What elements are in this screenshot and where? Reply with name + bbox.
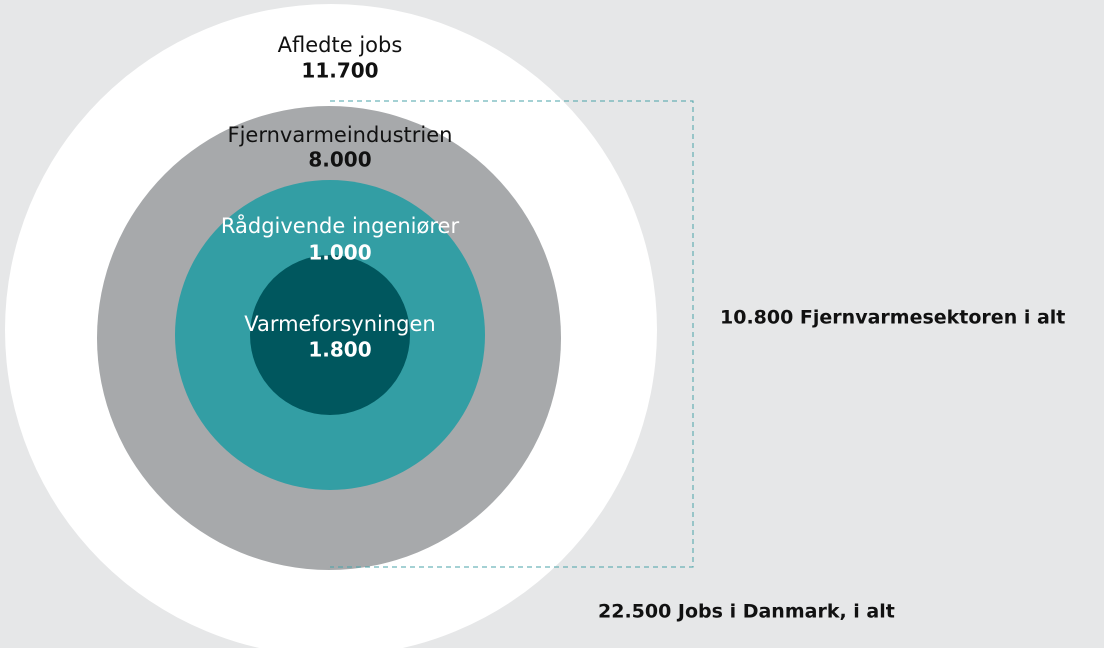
- ring-value: 8.000: [308, 148, 371, 172]
- ring-value: 1.800: [308, 338, 371, 362]
- ring-value: 1.000: [308, 241, 371, 265]
- sector-total: 10.800 Fjernvarmesektoren i alt: [720, 307, 1065, 329]
- ring-label: Afledte jobs: [278, 33, 403, 57]
- ring-label: Varmeforsyningen: [244, 312, 436, 336]
- ring-supply: [250, 255, 410, 415]
- ring-label: Fjernvarmeindustrien: [227, 123, 452, 147]
- ring-label: Rådgivende ingeniører: [221, 213, 460, 238]
- grand-total: 22.500 Jobs i Danmark, i alt: [598, 601, 895, 623]
- ring-value: 11.700: [301, 59, 378, 83]
- sector-bracket: [330, 100, 694, 568]
